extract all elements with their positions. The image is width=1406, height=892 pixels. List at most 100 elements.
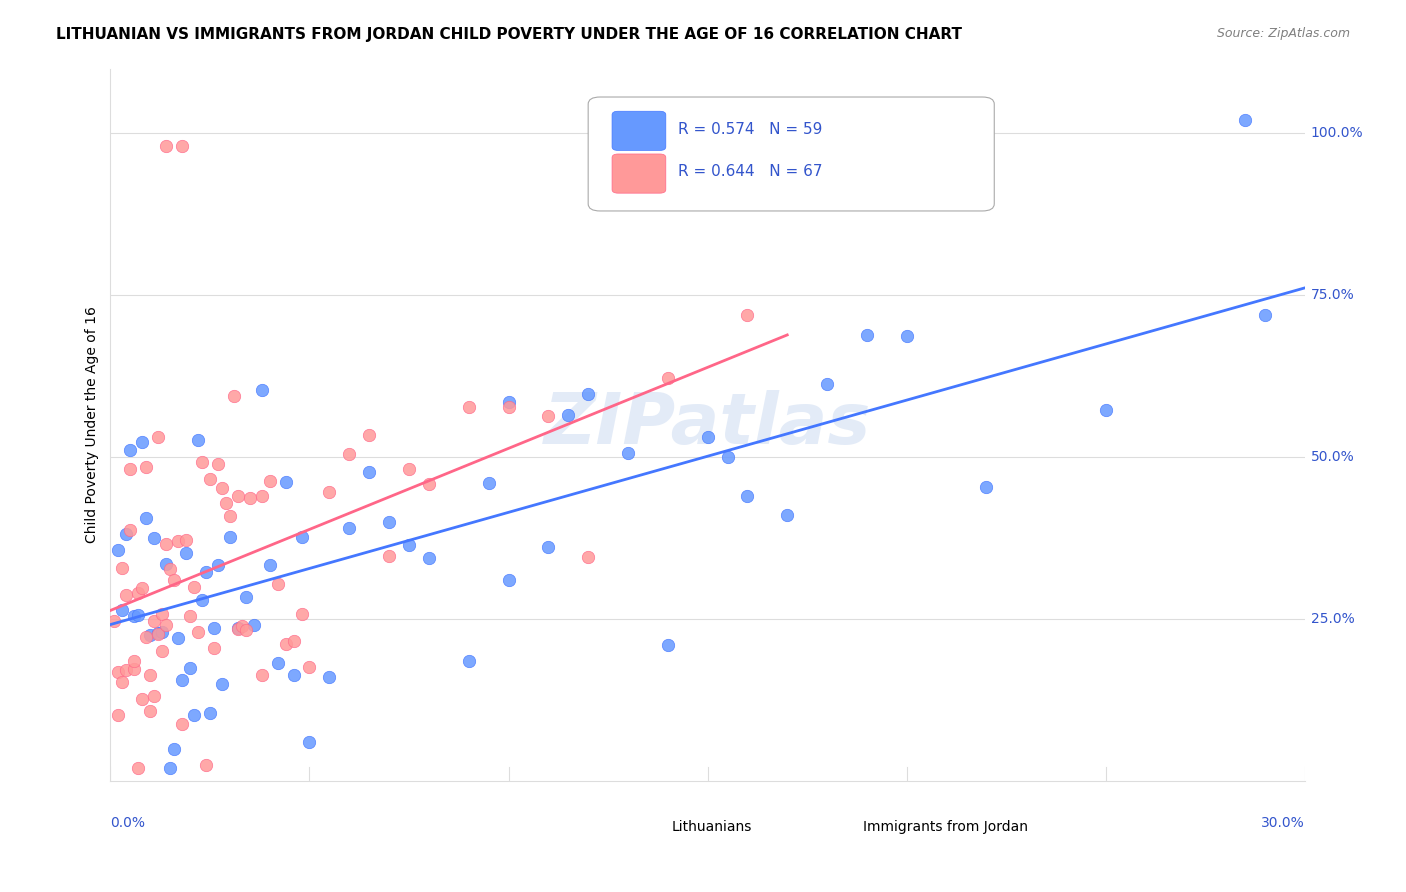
Point xyxy=(537,540,560,554)
Text: 50.0%: 50.0% xyxy=(1310,450,1354,464)
Point xyxy=(167,534,190,549)
Point xyxy=(418,550,440,565)
Point xyxy=(737,308,759,322)
Point xyxy=(135,511,157,525)
Point xyxy=(226,621,249,635)
Point xyxy=(337,447,360,461)
Point xyxy=(318,484,340,499)
Point xyxy=(139,668,162,682)
Point xyxy=(170,139,193,153)
Point xyxy=(266,656,288,670)
Point xyxy=(557,408,579,422)
Point xyxy=(143,531,166,545)
Point xyxy=(183,580,205,594)
Point xyxy=(896,329,918,343)
Point xyxy=(576,549,599,564)
Point xyxy=(250,668,273,682)
Point xyxy=(298,734,321,748)
Point xyxy=(290,530,312,544)
Point xyxy=(115,664,138,678)
Point xyxy=(194,757,217,772)
Point xyxy=(283,668,305,682)
Point xyxy=(207,458,229,472)
Point xyxy=(115,588,138,602)
Point xyxy=(187,625,209,640)
Point xyxy=(155,557,177,571)
Point xyxy=(222,389,245,403)
Point xyxy=(155,139,177,153)
Point xyxy=(120,524,142,538)
Point xyxy=(274,637,297,651)
Point xyxy=(111,602,134,616)
Point xyxy=(179,661,201,675)
Point xyxy=(283,634,305,648)
Text: LITHUANIAN VS IMMIGRANTS FROM JORDAN CHILD POVERTY UNDER THE AGE OF 16 CORRELATI: LITHUANIAN VS IMMIGRANTS FROM JORDAN CHI… xyxy=(56,27,962,42)
Point xyxy=(163,742,186,756)
Point xyxy=(259,558,281,573)
Point xyxy=(127,608,149,623)
Point xyxy=(235,590,257,604)
Point xyxy=(131,581,153,595)
Point xyxy=(498,395,520,409)
Point xyxy=(242,617,264,632)
Point xyxy=(150,644,173,658)
Point xyxy=(107,708,129,723)
Point xyxy=(259,474,281,488)
Point xyxy=(696,430,718,444)
Point xyxy=(170,717,193,731)
Point xyxy=(127,761,149,775)
Text: 25.0%: 25.0% xyxy=(1310,612,1354,626)
Point xyxy=(457,654,479,668)
FancyBboxPatch shape xyxy=(612,154,666,194)
Point xyxy=(183,708,205,723)
Point xyxy=(135,460,157,475)
Point xyxy=(1094,403,1116,417)
Point xyxy=(120,442,142,457)
Text: ZIPatlas: ZIPatlas xyxy=(544,390,872,459)
Text: 0.0%: 0.0% xyxy=(111,816,145,830)
Point xyxy=(174,533,197,547)
Text: R = 0.644   N = 67: R = 0.644 N = 67 xyxy=(678,164,823,179)
Point xyxy=(150,624,173,639)
Point xyxy=(218,509,240,524)
Point xyxy=(163,573,186,587)
Point xyxy=(111,675,134,690)
Point xyxy=(115,527,138,541)
Point xyxy=(359,428,381,442)
Point xyxy=(226,489,249,503)
Text: R = 0.574   N = 59: R = 0.574 N = 59 xyxy=(678,121,823,136)
Point xyxy=(124,662,146,676)
Point xyxy=(617,446,640,460)
Point xyxy=(418,476,440,491)
Point xyxy=(202,641,225,656)
Point xyxy=(218,530,240,544)
Point xyxy=(239,491,262,505)
Point xyxy=(657,638,679,652)
Point xyxy=(537,409,560,424)
Point xyxy=(103,614,125,628)
Point xyxy=(198,706,221,720)
Point xyxy=(318,670,340,684)
Point xyxy=(457,400,479,414)
Point xyxy=(274,475,297,490)
Point xyxy=(1254,308,1277,322)
Point xyxy=(167,631,190,645)
Point xyxy=(155,536,177,550)
Point xyxy=(179,608,201,623)
Point xyxy=(135,630,157,644)
Text: 75.0%: 75.0% xyxy=(1310,288,1354,302)
Point xyxy=(131,692,153,706)
Point xyxy=(211,677,233,691)
Point xyxy=(856,328,879,343)
Point xyxy=(378,515,401,529)
Point xyxy=(207,558,229,572)
Point xyxy=(107,665,129,679)
Point xyxy=(498,401,520,415)
Point xyxy=(290,607,312,621)
Point xyxy=(378,549,401,563)
Point xyxy=(231,619,253,633)
Point xyxy=(815,376,838,391)
FancyBboxPatch shape xyxy=(612,112,666,151)
Point xyxy=(120,462,142,476)
Point xyxy=(191,593,214,607)
